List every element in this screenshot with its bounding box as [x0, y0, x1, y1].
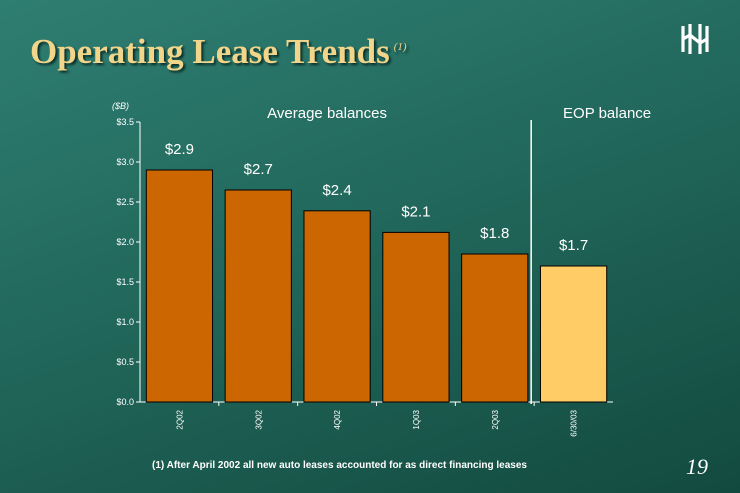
section-label-eop: EOP balance: [563, 105, 651, 122]
y-tick-label: $3.5: [116, 117, 134, 127]
bar-2Q02: [145, 169, 214, 403]
data-label: $2.9: [165, 141, 194, 158]
x-tick-label: 2Q02: [175, 409, 184, 429]
x-tick-label: 3Q02: [254, 409, 263, 429]
bar-1Q03: [382, 231, 450, 403]
title-text: Operating Lease Trends: [30, 32, 390, 71]
bar-4Q02: [303, 210, 371, 403]
data-label: $2.7: [244, 161, 273, 178]
plot-area: $0.0 $0.5 $1.0 $1.5 $2.0 $2.5 $3.0 $3.5 $2.9 2Q02…: [116, 117, 613, 437]
logo-mark-icon: [681, 24, 709, 54]
x-tick-label: 6/30/03: [570, 409, 579, 436]
y-tick-label: $0.5: [116, 357, 134, 367]
y-tick-label: $3.0: [116, 157, 134, 167]
data-label: $1.8: [480, 225, 509, 242]
footnote: (1) After April 2002 all new auto leases…: [152, 460, 527, 471]
y-tick-label: $0.0: [116, 397, 134, 407]
y-axis-label: ($B): [112, 101, 129, 111]
data-label: $2.4: [322, 182, 351, 199]
x-tick-label: 2Q03: [491, 409, 500, 429]
x-tick-label: 1Q03: [412, 409, 421, 429]
bar-6-30-03: [539, 265, 608, 403]
y-tick-label: $2.0: [116, 237, 134, 247]
y-tick-label: $1.5: [116, 277, 134, 287]
bar-2Q03: [461, 253, 529, 403]
page-number: 19: [686, 454, 708, 479]
y-tick-label: $2.5: [116, 197, 134, 207]
page-title: Operating Lease Trends (1): [30, 32, 407, 72]
section-label-average: Average balances: [267, 105, 387, 122]
data-label: $1.7: [559, 237, 588, 254]
title-footnote-marker: (1): [393, 41, 407, 54]
y-tick-label: $1.0: [116, 317, 134, 327]
x-tick-label: 4Q02: [333, 409, 342, 429]
bar-3Q02: [224, 189, 292, 403]
data-label: $2.1: [401, 203, 430, 220]
company-logo: [676, 20, 714, 58]
